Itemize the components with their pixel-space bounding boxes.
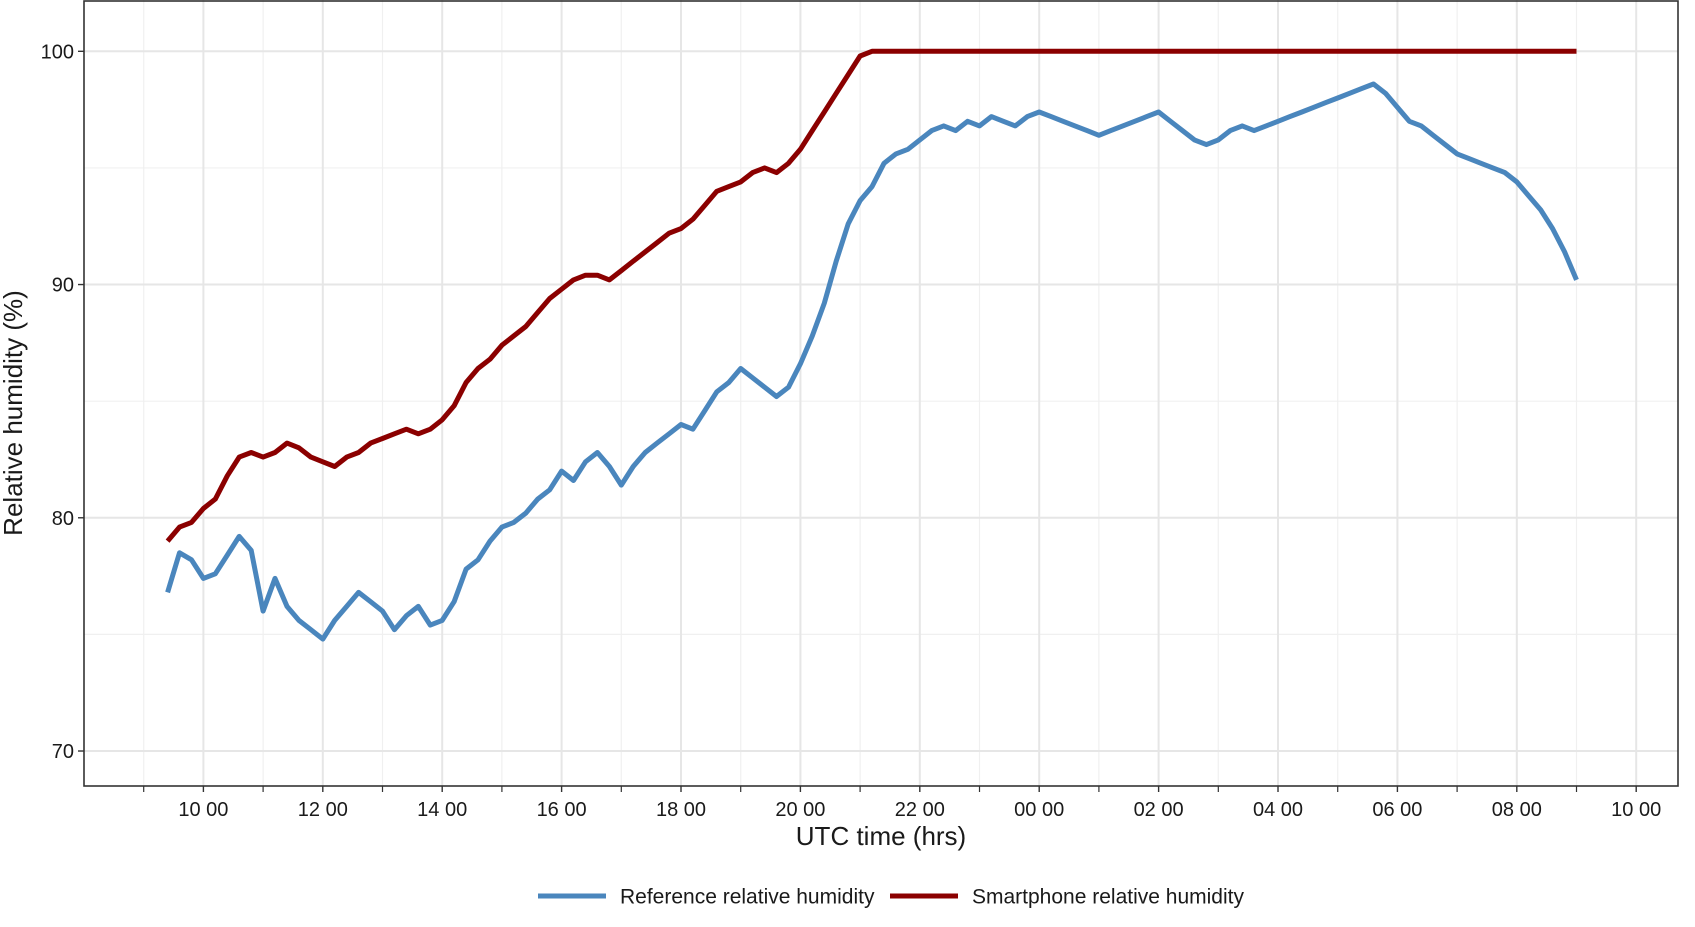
y-tick-label: 80: [52, 508, 74, 530]
x-tick-label: 10 00: [1611, 799, 1661, 821]
x-tick-label: 00 00: [1014, 799, 1064, 821]
x-tick-label: 02 00: [1134, 799, 1184, 821]
x-tick-label: 06 00: [1372, 799, 1422, 821]
legend: Reference relative humidity Smartphone r…: [538, 886, 1244, 909]
x-tick-label: 18 00: [656, 799, 706, 821]
x-tick-label: 10 00: [178, 799, 228, 821]
x-tick-label: 08 00: [1492, 799, 1542, 821]
x-tick-label: 12 00: [298, 799, 348, 821]
series-layer: [165, 48, 1579, 642]
x-tick-label: 22 00: [895, 799, 945, 821]
series-line-reference: [165, 81, 1579, 642]
legend-label-smartphone: Smartphone relative humidity: [972, 886, 1244, 909]
y-axis: 70 80 90 100: [41, 41, 84, 763]
series-line-smartphone: [165, 48, 1577, 543]
x-tick-label: 04 00: [1253, 799, 1303, 821]
major-grid: [84, 0, 1678, 786]
y-tick-label: 90: [52, 275, 74, 297]
x-tick-label: 14 00: [417, 799, 467, 821]
x-axis-title: UTC time (hrs): [796, 821, 966, 851]
x-axis: 10 00 12 00 14 00 16 00 18 00 20 00 22 00 00 00…: [143, 786, 1661, 821]
y-tick-label: 100: [41, 41, 74, 63]
x-tick-label: 16 00: [537, 799, 587, 821]
plot-panel-border: [83, 0, 1679, 787]
minor-grid: [84, 0, 1678, 786]
y-tick-label: 70: [52, 741, 74, 763]
x-tick-label: 20 00: [775, 799, 825, 821]
legend-label-reference: Reference relative humidity: [620, 886, 875, 909]
y-axis-title: Relative humidity (%): [0, 290, 28, 536]
